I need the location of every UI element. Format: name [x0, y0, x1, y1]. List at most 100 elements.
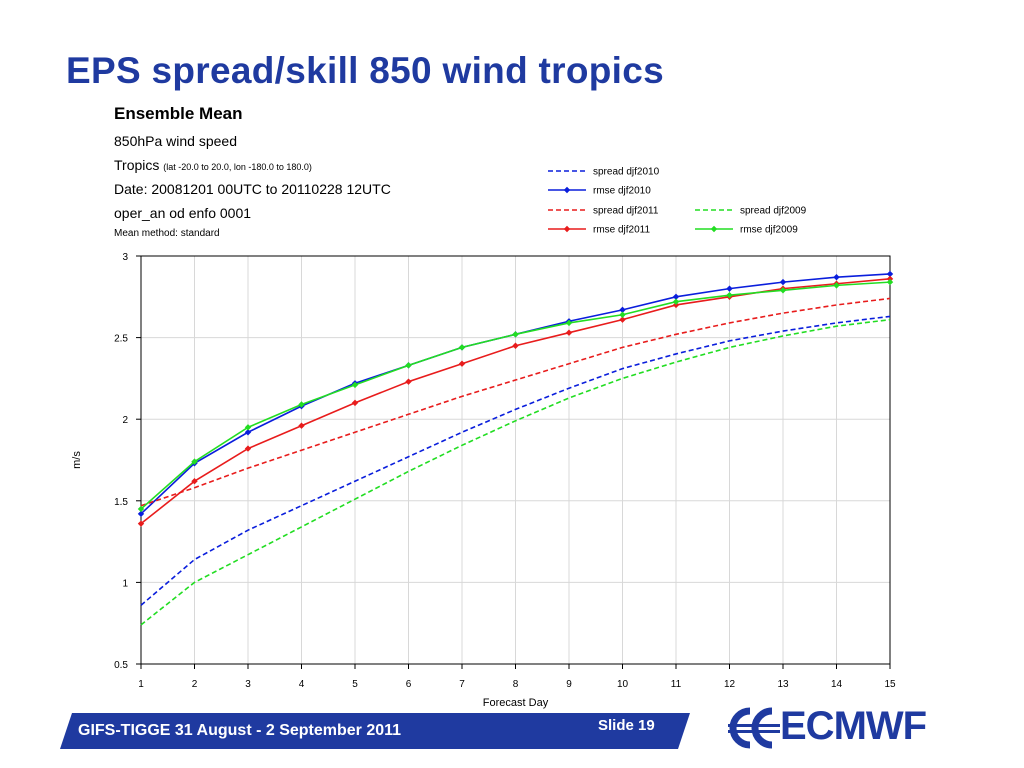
series-spread-djf2011: [140, 297, 891, 507]
data-point: [191, 478, 198, 485]
data-point: [886, 278, 894, 286]
legend-item: rmse djf2009: [695, 225, 798, 236]
data-point: [244, 429, 252, 436]
data-point: [886, 270, 894, 278]
legend-item: spread djf2009: [695, 206, 807, 217]
data-point: [137, 520, 145, 527]
x-tick-label: 14: [831, 679, 843, 690]
data-point: [351, 381, 359, 389]
legend-item: rmse djf2010: [548, 186, 651, 197]
data-point: [619, 306, 626, 314]
info-region-line: Tropics (lat -20.0 to 20.0, lon -180.0 t…: [114, 153, 391, 177]
data-point: [779, 278, 787, 286]
data-point: [298, 422, 305, 429]
x-tick-label: 13: [777, 679, 789, 690]
data-point: [405, 378, 412, 385]
legend-label: spread djf2011: [593, 206, 659, 217]
data-point: [726, 291, 733, 299]
slide-number: Slide 19: [598, 717, 655, 734]
legend-item: spread djf2010: [548, 167, 660, 178]
x-tick-label: 5: [352, 679, 358, 690]
x-tick-label: 15: [884, 679, 896, 690]
data-point: [244, 445, 252, 452]
legend-marker: [563, 225, 571, 233]
data-point: [405, 362, 412, 369]
legend-label: rmse djf2009: [740, 225, 798, 236]
info-mean-method: Mean method: standard: [114, 228, 220, 239]
data-point: [619, 311, 626, 318]
slide-title: EPS spread/skill 850 wind tropics: [66, 50, 665, 91]
data-point: [833, 274, 840, 281]
y-tick-label: 1.5: [114, 497, 128, 508]
data-point: [137, 505, 145, 513]
series-spread-djf2010: [140, 315, 891, 606]
data-point: [672, 293, 680, 300]
data-point: [512, 342, 519, 349]
info-region-detail: (lat -20.0 to 20.0, lon -180.0 to 180.0): [163, 162, 312, 172]
data-point: [779, 287, 787, 294]
grid-lines: [140, 255, 891, 665]
data-point: [244, 424, 252, 431]
data-point: [833, 282, 840, 289]
x-tick-label: 9: [566, 679, 572, 690]
x-tick-label: 12: [724, 679, 736, 690]
x-tick-label: 4: [299, 679, 305, 690]
legend-label: rmse djf2011: [593, 225, 651, 236]
data-point: [565, 329, 573, 336]
y-tick-label: 2.5: [114, 334, 128, 345]
x-tick-label: 8: [513, 679, 519, 690]
axis-ticks: 1 2 3 4 5 6 7 8 9 10 11 12 13 14 150.511.522.53: [114, 252, 896, 690]
x-tick-label: 1: [138, 679, 144, 690]
series-line: [140, 297, 891, 507]
series-spread-djf2009: [140, 318, 891, 626]
data-point: [512, 331, 519, 338]
data-point: [458, 344, 466, 351]
x-tick-label: 3: [245, 679, 251, 690]
info-experiment: oper_an od enfo 0001: [114, 205, 252, 221]
info-heading: Ensemble Mean: [114, 104, 243, 123]
y-axis-label: m/s: [71, 451, 83, 469]
series-line: [140, 315, 891, 606]
legend-item: rmse djf2011: [548, 225, 651, 236]
ecmwf-logo-icon: [728, 707, 780, 749]
info-date: Date: 20081201 00UTC to 20110228 12UTC: [114, 181, 391, 197]
data-point: [298, 401, 305, 408]
info-region: Tropics: [114, 157, 160, 173]
data-point: [672, 298, 680, 305]
legend-label: rmse djf2010: [593, 186, 651, 197]
x-tick-label: 11: [671, 679, 682, 690]
legend-item: spread djf2011: [548, 206, 659, 217]
data-point: [619, 316, 626, 323]
data-point: [672, 301, 680, 309]
x-tick-label: 2: [192, 679, 198, 690]
x-tick-label: 6: [406, 679, 412, 690]
data-point: [351, 399, 359, 407]
y-tick-label: 3: [122, 252, 128, 263]
footer-text: GIFS-TIGGE 31 August - 2 September 2011: [78, 722, 402, 739]
y-tick-label: 0.5: [114, 660, 128, 671]
series-line: [140, 318, 891, 626]
legend-label: spread djf2010: [593, 167, 660, 178]
chart-info-block: Ensemble Mean 850hPa wind speed Tropics …: [114, 104, 391, 241]
series-rmse-djf2009: [137, 278, 894, 513]
legend: spread djf2010 rmse djf2010 spread djf2011…: [548, 167, 807, 236]
info-parameter: 850hPa wind speed: [114, 133, 237, 149]
logo-text: ECMWF: [780, 704, 927, 748]
data-point: [886, 275, 894, 283]
data-point: [458, 360, 466, 367]
x-tick-label: 7: [459, 679, 465, 690]
legend-marker: [710, 225, 718, 233]
footer-bar: [60, 713, 690, 749]
y-tick-label: 2: [122, 415, 128, 426]
y-tick-label: 1: [122, 578, 128, 589]
data-point: [726, 285, 733, 292]
data-point: [565, 319, 573, 327]
data-point: [191, 458, 198, 465]
data-point: [137, 510, 145, 518]
x-tick-label: 10: [617, 679, 629, 690]
x-axis-label: Forecast Day: [483, 697, 549, 709]
series-group: [137, 270, 894, 626]
legend-marker: [563, 186, 571, 194]
legend-label: spread djf2009: [740, 206, 807, 217]
